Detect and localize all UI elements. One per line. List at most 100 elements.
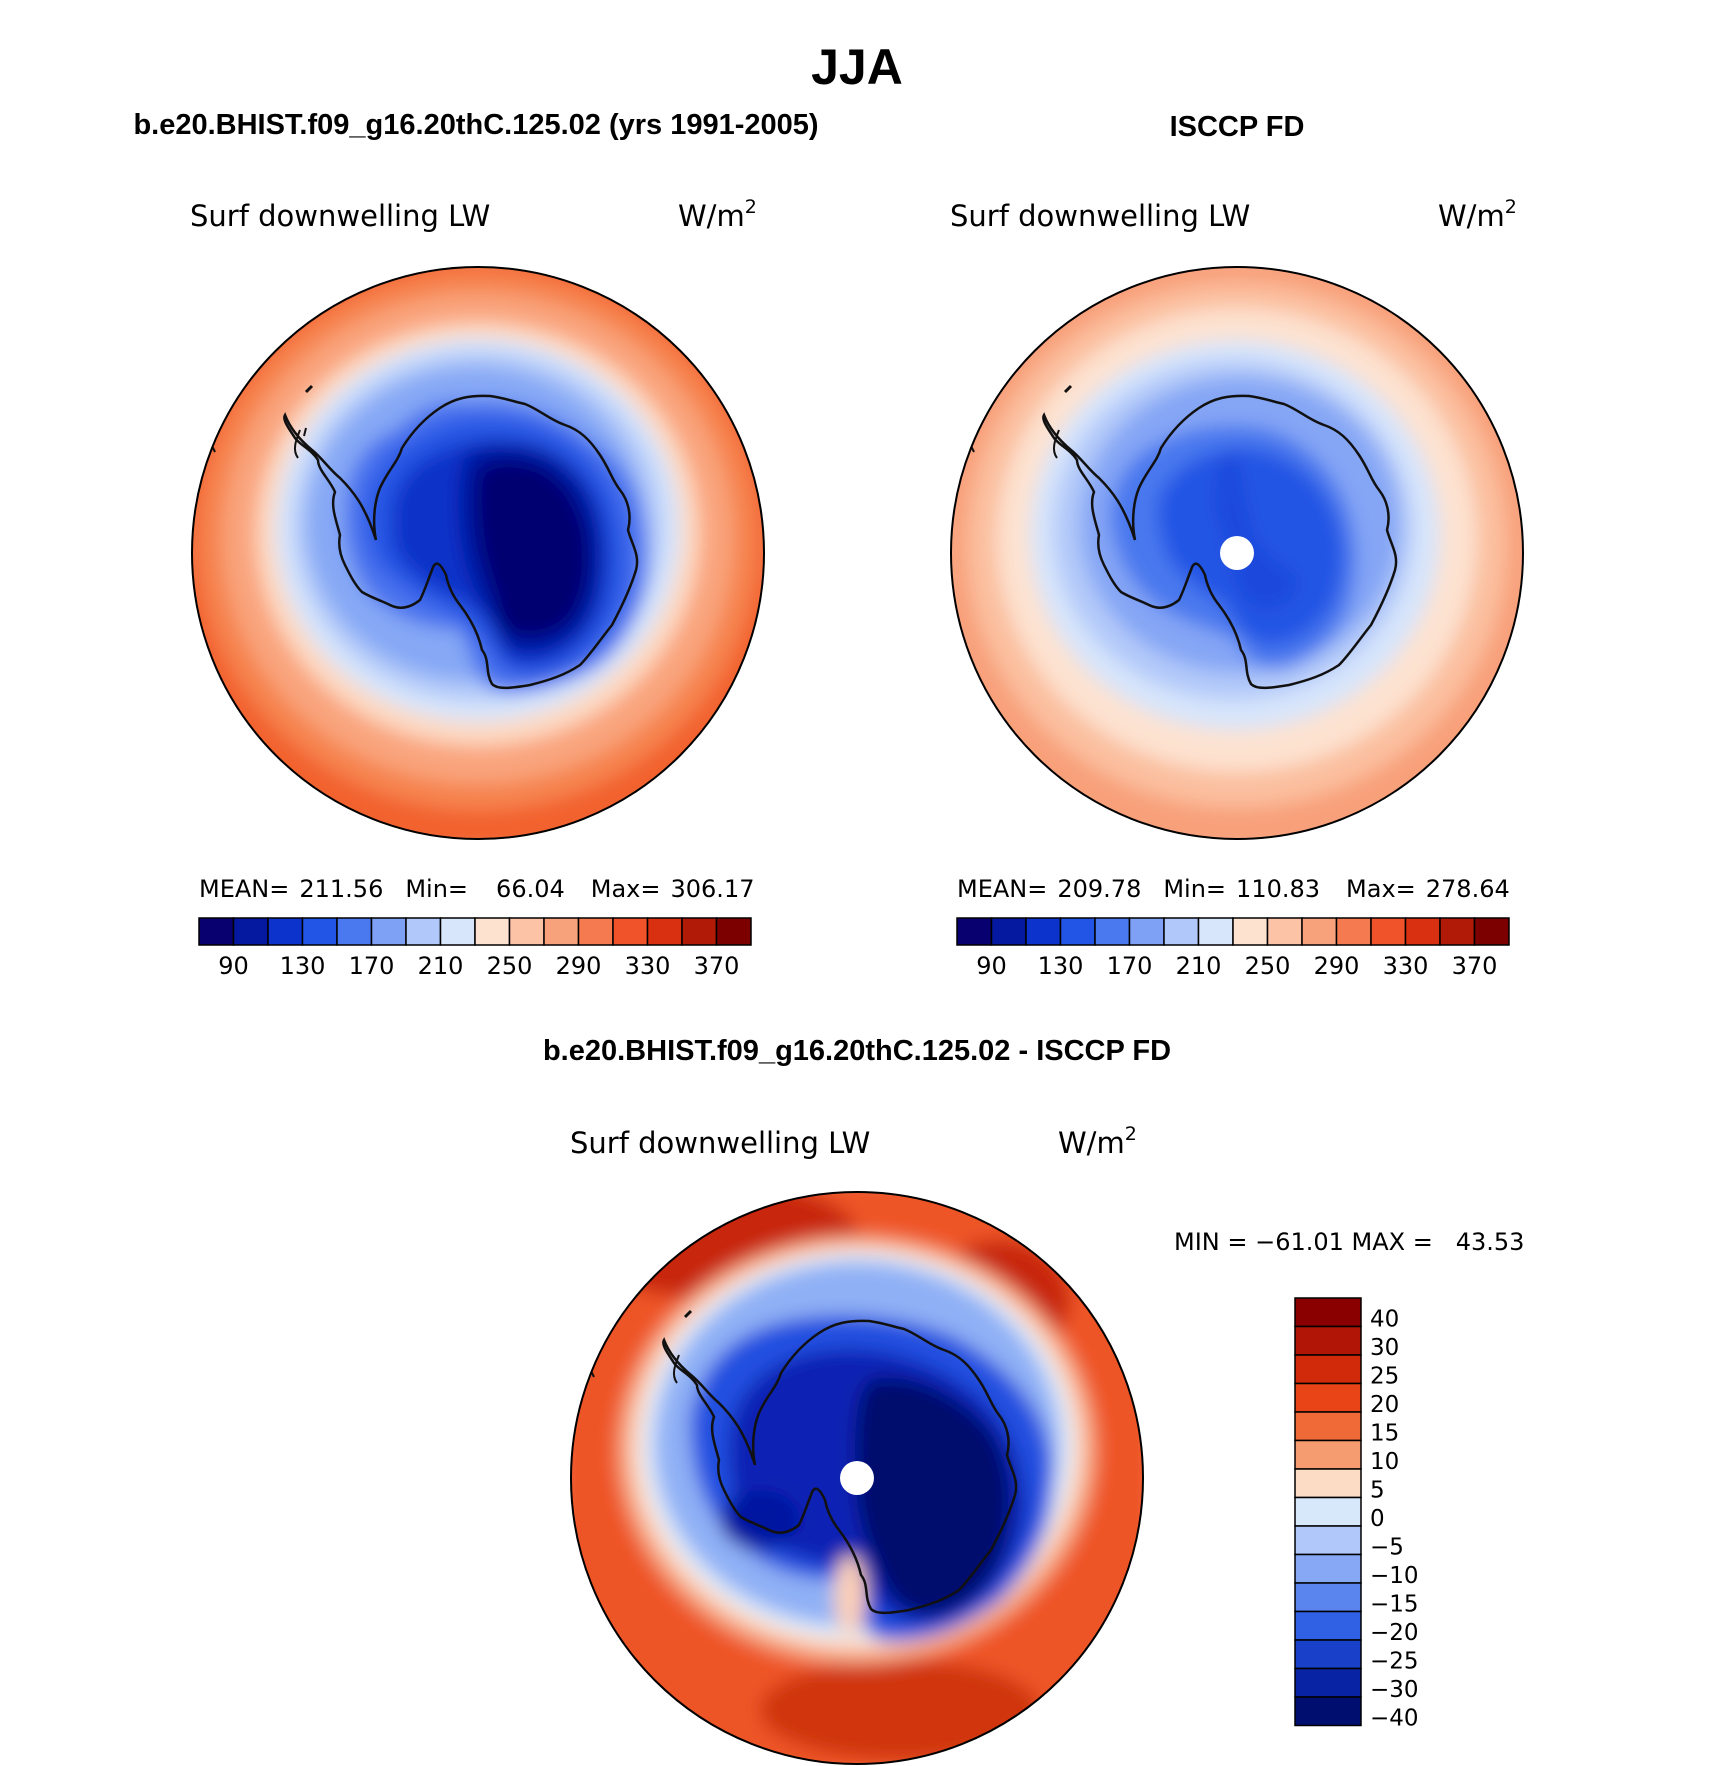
colorbar-obs-tick-label: 210: [1176, 952, 1222, 980]
colorbar-diff-swatch: [1294, 1610, 1362, 1641]
colorbar-diff-tick-label: −5: [1370, 1535, 1404, 1561]
colorbar-obs-swatch: [1335, 917, 1372, 946]
panel-diff-minmax: MIN = −61.01 MAX = 43.53: [1174, 1228, 1524, 1256]
map-diff-outline: [570, 1191, 1144, 1765]
colorbar-model-swatch: [198, 917, 235, 946]
colorbar-model-swatch: [577, 917, 614, 946]
panel-diff-title: b.e20.BHIST.f09_g16.20thC.125.02 - ISCCP…: [543, 1035, 1171, 1067]
panel-model: b.e20.BHIST.f09_g16.20thC.125.02 (yrs 19…: [133, 109, 818, 980]
colorbar-diff-swatch: [1294, 1468, 1362, 1499]
map-model: [192, 267, 764, 839]
colorbar-obs-swatch: [1370, 917, 1407, 946]
colorbar-obs-tick-label: 330: [1383, 952, 1429, 980]
colorbar-diff-tick-label: −10: [1370, 1563, 1419, 1589]
colorbar-model-swatch: [301, 917, 338, 946]
colorbar-obs-swatch: [956, 917, 993, 946]
colorbar-diff-tick-label: 5: [1370, 1478, 1385, 1504]
colorbar-diff-swatch: [1294, 1639, 1362, 1670]
colorbar-model-tick-label: 90: [218, 952, 249, 980]
colorbar-obs-swatch: [1404, 917, 1441, 946]
colorbar-model-tick-label: 170: [349, 952, 395, 980]
colorbar-obs-swatch: [1163, 917, 1200, 946]
panel-model-units: W/m2: [678, 196, 757, 233]
colorbar-diff-tick-label: 25: [1370, 1364, 1399, 1390]
colorbar-diff-tick-label: −25: [1370, 1649, 1419, 1675]
colorbar-model-tick-label: 210: [418, 952, 464, 980]
colorbar-model-tick-label: 130: [280, 952, 326, 980]
colorbar-obs-tick-label: 90: [976, 952, 1007, 980]
panel-model-stats: MEAN= 211.56 Min= 66.04 Max= 306.17: [199, 875, 754, 903]
colorbar-obs-swatch: [1059, 917, 1096, 946]
panel-model-variable: Surf downwelling LW: [190, 199, 490, 233]
colorbar-diff-swatch: [1294, 1297, 1362, 1328]
colorbar-diff-swatch: [1294, 1496, 1362, 1527]
colorbar-diff-tick-label: −15: [1370, 1592, 1419, 1618]
colorbar-obs: 90 130 170 210 250 290 330 370: [956, 917, 1510, 980]
colorbar-obs-swatch: [1439, 917, 1476, 946]
colorbar-obs-swatch: [1266, 917, 1303, 946]
colorbar-model: 90 130 170 210 250 290 330 370: [198, 917, 752, 980]
colorbar-diff-tick-label: 10: [1370, 1449, 1399, 1475]
colorbar-obs-tick-label: 170: [1107, 952, 1153, 980]
colorbar-model-swatch: [370, 917, 407, 946]
panel-diff-units: W/m2: [1058, 1123, 1137, 1160]
map-diff: [571, 1192, 1143, 1764]
colorbar-diff-tick-label: 40: [1370, 1307, 1399, 1333]
colorbar-model-swatch: [474, 917, 511, 946]
colorbar-obs-tick-label: 370: [1452, 952, 1498, 980]
map-obs: [951, 267, 1523, 839]
map-obs-outline: [950, 266, 1524, 840]
colorbar-model-tick-label: 370: [694, 952, 740, 980]
colorbar-obs-swatch: [1232, 917, 1269, 946]
panel-obs-stats: MEAN= 209.78 Min= 110.83 Max= 278.64: [957, 875, 1510, 903]
panel-obs-variable: Surf downwelling LW: [950, 199, 1250, 233]
colorbar-diff-tick-label: −40: [1370, 1706, 1419, 1732]
map-obs-polar-hole: [1220, 536, 1254, 570]
colorbar-model-swatch: [336, 917, 373, 946]
panel-obs: ISCCP FD Surf downwelling LW W/m2: [950, 111, 1524, 980]
map-diff-polar-hole: [840, 1461, 874, 1495]
colorbar-diff-swatch: [1294, 1553, 1362, 1584]
panel-obs-title: ISCCP FD: [1170, 111, 1305, 143]
colorbar-diff-tick-label: 30: [1370, 1335, 1399, 1361]
colorbar-model-swatch: [439, 917, 476, 946]
colorbar-model-swatch: [681, 917, 718, 946]
colorbar-obs-swatch: [1197, 917, 1234, 946]
colorbar-diff-swatch: [1294, 1325, 1362, 1356]
colorbar-diff-swatch: [1294, 1696, 1362, 1727]
colorbar-obs-swatch: [1301, 917, 1338, 946]
colorbar-model-tick-label: 290: [556, 952, 602, 980]
panel-obs-units: W/m2: [1438, 196, 1517, 233]
colorbar-model-swatch: [646, 917, 683, 946]
colorbar-obs-tick-label: 290: [1314, 952, 1360, 980]
colorbar-diff-tick-label: 0: [1370, 1506, 1385, 1532]
colorbar-obs-tick-label: 130: [1038, 952, 1084, 980]
season-title: JJA: [811, 39, 903, 95]
colorbar-model-tick-label: 330: [625, 952, 671, 980]
colorbar-diff-swatch: [1294, 1354, 1362, 1385]
colorbar-diff-tick-label: −30: [1370, 1677, 1419, 1703]
colorbar-model-tick-label: 250: [487, 952, 533, 980]
map-model-outline: [191, 266, 765, 840]
panel-model-title: b.e20.BHIST.f09_g16.20thC.125.02 (yrs 19…: [133, 109, 818, 141]
colorbar-diff-tick-label: 20: [1370, 1392, 1399, 1418]
colorbar-obs-swatch: [1128, 917, 1165, 946]
colorbar-obs-swatch: [1094, 917, 1131, 946]
colorbar-model-swatch: [612, 917, 649, 946]
colorbar-diff-swatch: [1294, 1667, 1362, 1698]
colorbar-diff-swatch: [1294, 1582, 1362, 1613]
colorbar-obs-swatch: [1473, 917, 1510, 946]
colorbar-model-swatch: [232, 917, 269, 946]
panel-diff-variable: Surf downwelling LW: [570, 1126, 870, 1160]
colorbar-model-swatch: [508, 917, 545, 946]
colorbar-diff-swatch: [1294, 1411, 1362, 1442]
colorbar-diff-swatch: [1294, 1382, 1362, 1413]
colorbar-obs-swatch: [1025, 917, 1062, 946]
colorbar-model-swatch: [405, 917, 442, 946]
colorbar-obs-swatch: [990, 917, 1027, 946]
colorbar-diff-swatch: [1294, 1525, 1362, 1556]
colorbar-diff-swatch: [1294, 1439, 1362, 1470]
colorbar-model-swatch: [267, 917, 304, 946]
